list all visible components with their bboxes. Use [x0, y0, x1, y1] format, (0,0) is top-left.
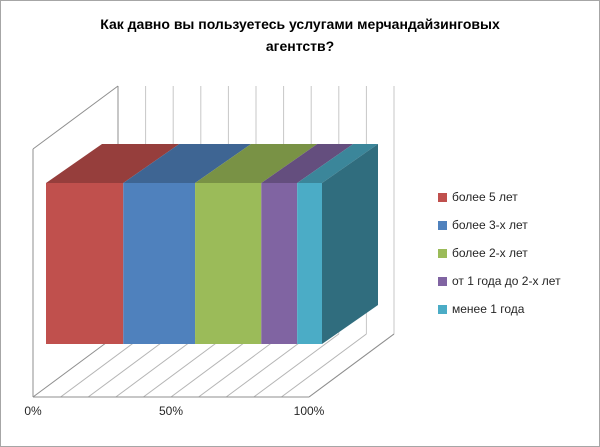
- legend-item-label: более 3-х лет: [452, 218, 528, 232]
- floor-right-edge: [308, 333, 395, 398]
- legend-swatch: [438, 248, 447, 258]
- floor-gridline: [198, 333, 284, 398]
- bar-segment-front-4: [261, 183, 298, 344]
- bar-segment-front-3: [195, 183, 262, 344]
- bar-segment-front-1: [46, 183, 124, 344]
- legend-item: более 3-х лет: [438, 211, 561, 239]
- legend-item-label: более 5 лет: [452, 190, 518, 204]
- bar-segment-front-5: [297, 183, 322, 344]
- floor-gridline: [281, 333, 367, 398]
- bar-segment-top-2: [123, 144, 252, 183]
- bar-segment-top-4: [261, 144, 354, 183]
- legend-swatch: [438, 220, 447, 230]
- floor-gridline: [170, 333, 257, 398]
- legend-item: от 1 года до 2-х лет: [438, 267, 561, 295]
- bar-segment-top-3: [195, 144, 318, 183]
- floor-gridline: [87, 333, 174, 398]
- legend-item-label: более 2-х лет: [452, 246, 528, 260]
- floor-gridline: [60, 333, 146, 398]
- legend-item: более 2-х лет: [438, 239, 561, 267]
- floor-gridline: [143, 333, 229, 398]
- legend-swatch: [438, 276, 447, 286]
- floor-gridline: [225, 333, 312, 398]
- legend-item-label: от 1 года до 2-х лет: [452, 274, 561, 288]
- bar-segment-top-5: [297, 144, 378, 183]
- floor-gridline: [115, 333, 202, 398]
- floor-gridline: [253, 333, 340, 398]
- legend-item: более 5 лет: [438, 183, 561, 211]
- chart-title: Как давно вы пользуетесь услугами мерчан…: [100, 16, 500, 54]
- bar-segment-front-2: [123, 183, 196, 344]
- bar-segment-top-1: [46, 144, 180, 183]
- legend-swatch: [438, 192, 447, 202]
- floor-gridline: [32, 333, 119, 398]
- left-wall-top-edge: [32, 85, 119, 150]
- bar-segment-side-5: [322, 144, 378, 344]
- legend-swatch: [438, 304, 447, 314]
- legend-item-label: менее 1 года: [452, 302, 525, 316]
- legend: более 5 лет более 3-х лет более 2-х лет от …: [438, 183, 561, 323]
- legend-item: менее 1 года: [438, 295, 561, 323]
